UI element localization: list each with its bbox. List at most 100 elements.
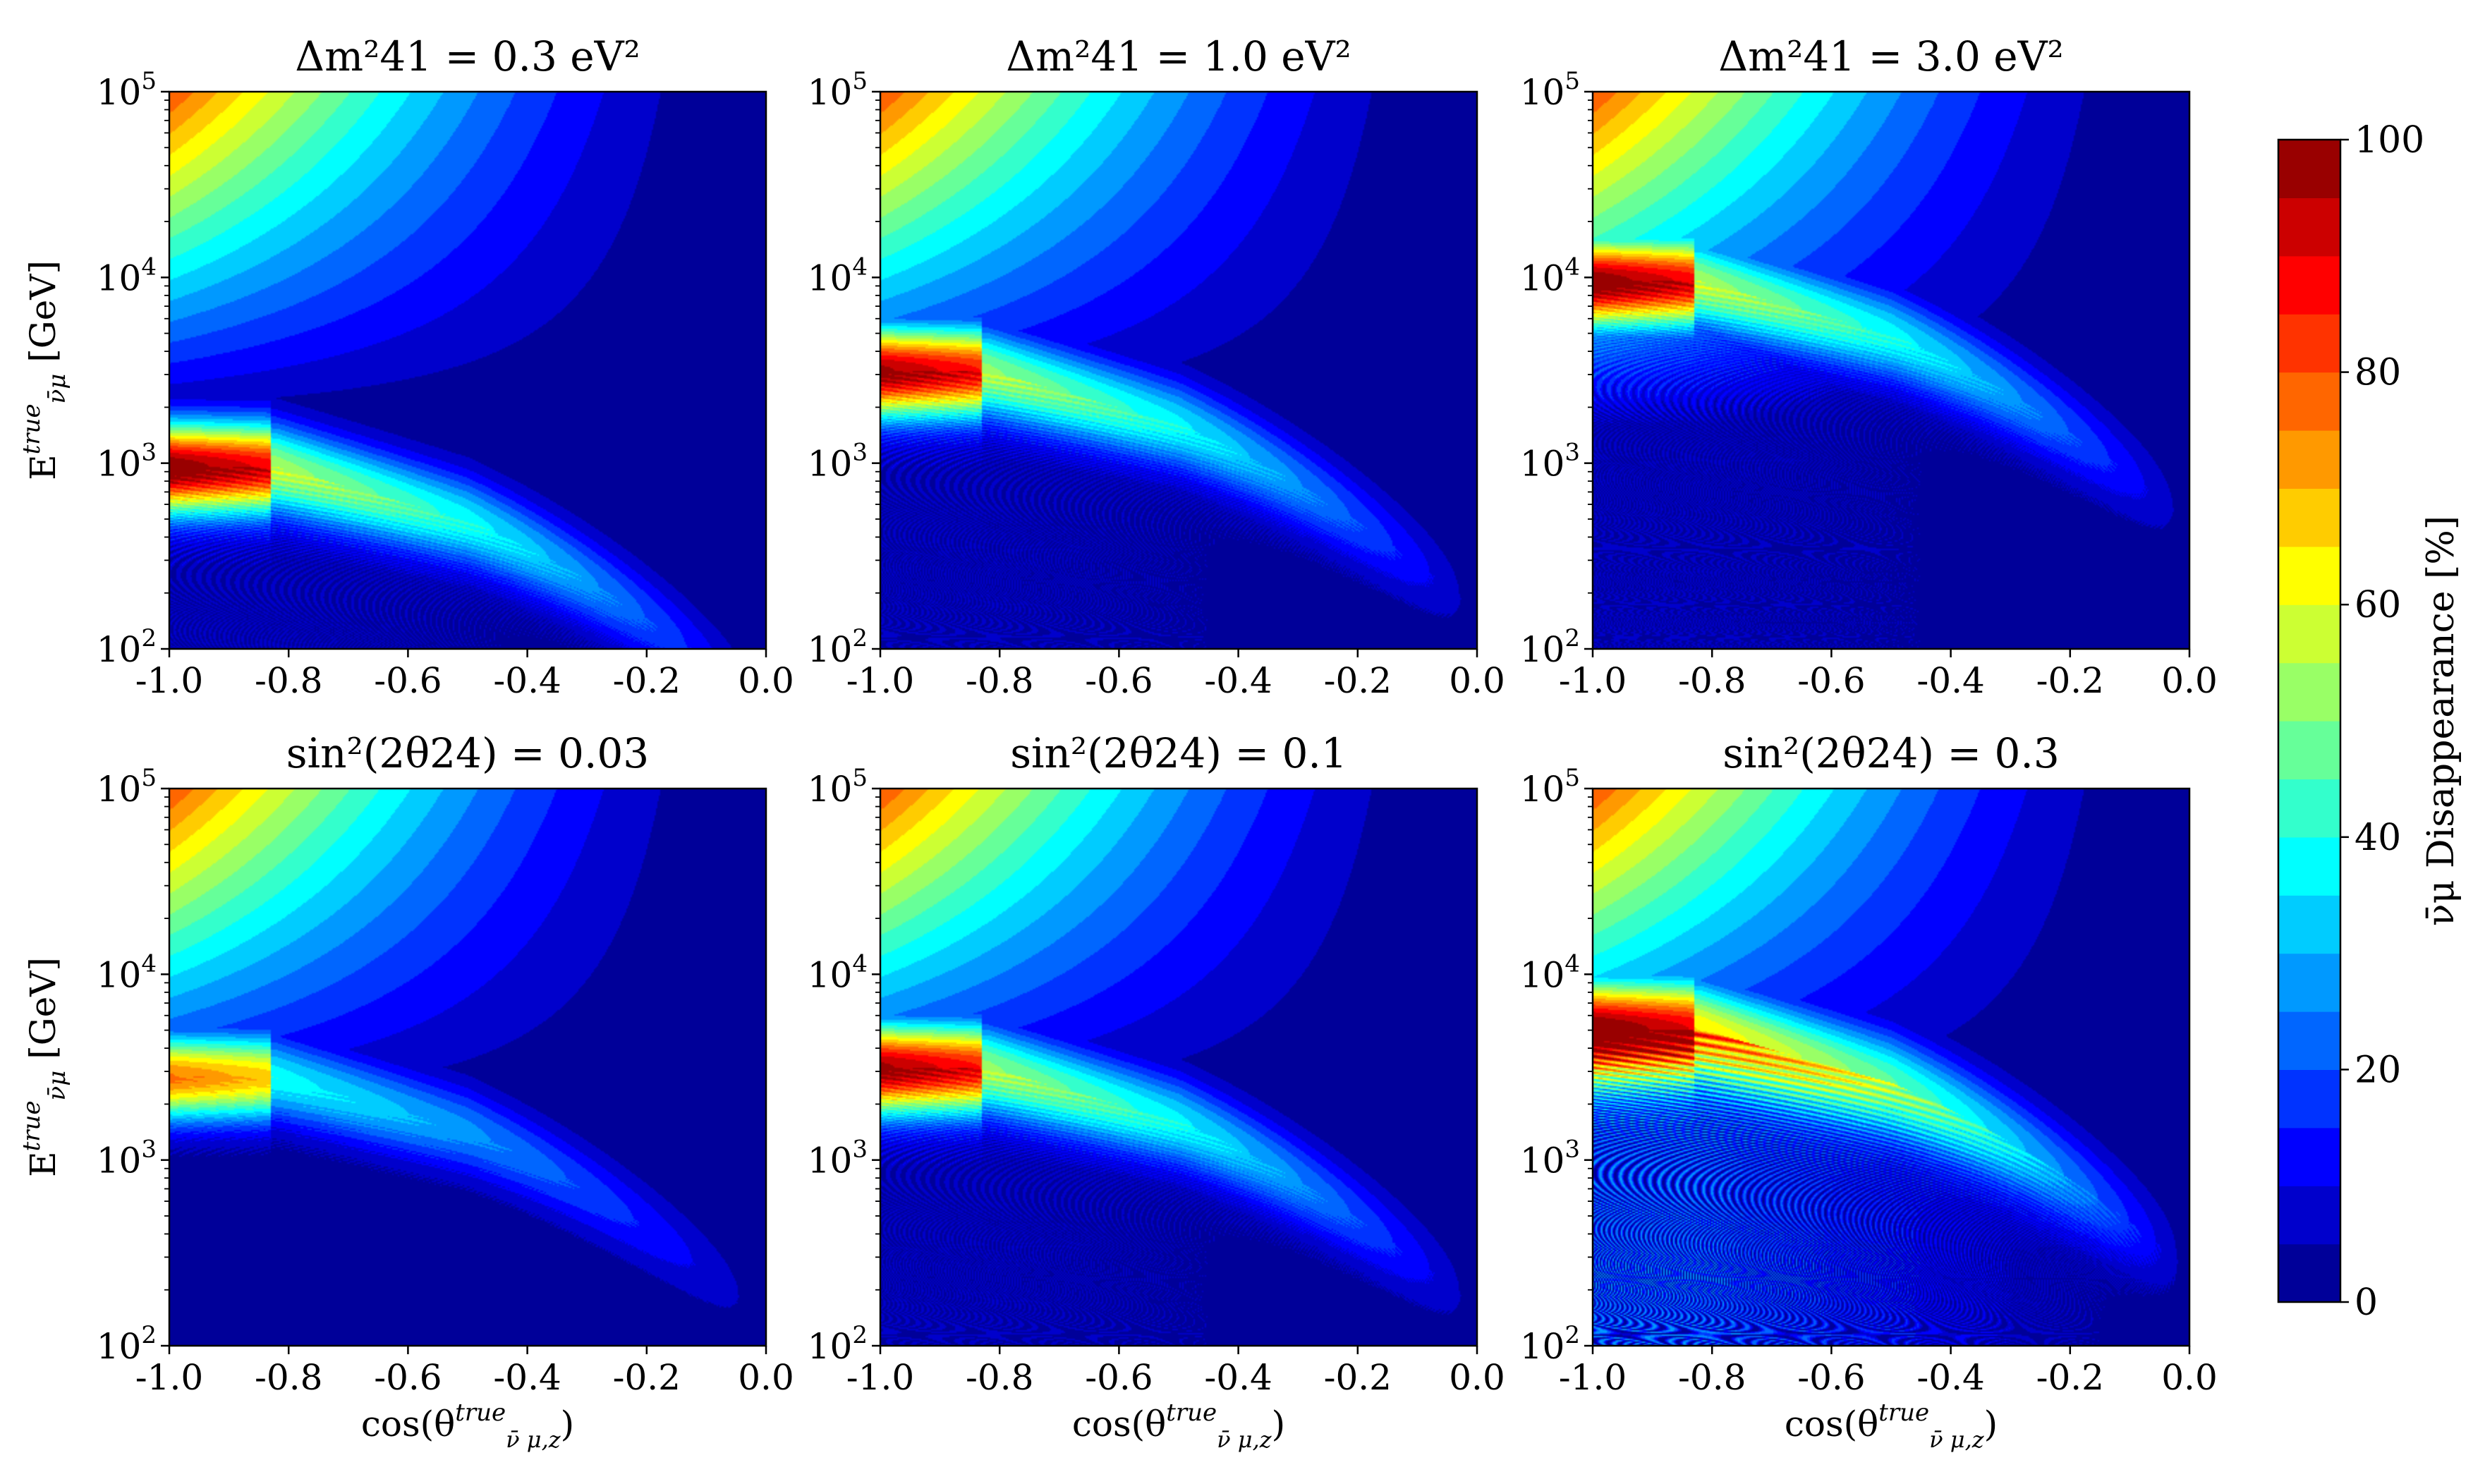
panel-frame-5 bbox=[879, 787, 1478, 1347]
x-tick-label: 0.0 bbox=[2161, 1357, 2218, 1398]
x-tick-label: -0.4 bbox=[493, 660, 561, 701]
x-tick-label: -0.4 bbox=[1916, 1357, 1984, 1398]
x-tick-label: -0.6 bbox=[1085, 660, 1153, 701]
x-tick-label: -0.2 bbox=[1324, 1357, 1392, 1398]
panel-title-6: sin²(2θ24) = 0.3 bbox=[1722, 729, 2060, 777]
x-tick-label: -0.4 bbox=[1204, 660, 1272, 701]
colorbar-segment bbox=[2278, 430, 2340, 489]
y-tick-label: 103 bbox=[1520, 439, 1580, 485]
colorbar-tick-label: 20 bbox=[2354, 1049, 2401, 1091]
colorbar-segment bbox=[2278, 662, 2340, 722]
x-tick-label: -0.2 bbox=[2036, 660, 2104, 701]
x-axis-label: cos(θtrueν̄ μ,z) bbox=[1785, 1399, 1998, 1453]
colorbar-segment bbox=[2278, 372, 2340, 431]
x-tick-label: -0.2 bbox=[613, 1357, 681, 1398]
y-tick-label: 105 bbox=[808, 764, 868, 810]
x-tick-label: -0.4 bbox=[493, 1357, 561, 1398]
x-tick-label: -0.6 bbox=[1797, 1357, 1865, 1398]
panel-title-5: sin²(2θ24) = 0.1 bbox=[1010, 729, 1347, 777]
y-tick-label: 105 bbox=[1520, 764, 1580, 810]
x-tick-label: 0.0 bbox=[2161, 660, 2218, 701]
colorbar-label: ν̄μ Disappearance [%] bbox=[2420, 516, 2462, 926]
panel-6: sin²(2θ24) = 0.3 -1.0 -0.8 -0.6 -0.4 -0.2 0.0 1… bbox=[1520, 729, 2218, 1453]
x-tick-label: -0.6 bbox=[374, 660, 442, 701]
x-tick-label: -0.8 bbox=[1678, 660, 1746, 701]
x-axis-label: cos(θtrueν̄ μ,z) bbox=[361, 1399, 574, 1453]
colorbar-segment bbox=[2278, 895, 2340, 954]
y-tick-label: 103 bbox=[808, 439, 868, 485]
colorbar-tick-label: 0 bbox=[2354, 1282, 2378, 1324]
x-tick-label: 0.0 bbox=[1449, 1357, 1505, 1398]
y-tick-label: 103 bbox=[97, 439, 157, 485]
colorbar-segment bbox=[2278, 1186, 2340, 1245]
colorbar-segment bbox=[2278, 1069, 2340, 1129]
colorbar-segment bbox=[2278, 953, 2340, 1012]
x-tick-label: -0.2 bbox=[1324, 660, 1392, 701]
heatmap-2 bbox=[880, 92, 1477, 649]
panel-title-2: Δm²41 = 1.0 eV² bbox=[1006, 32, 1351, 80]
x-tick-label: -0.8 bbox=[966, 1357, 1033, 1398]
y-tick-label: 105 bbox=[808, 67, 868, 113]
colorbar-frame bbox=[2277, 138, 2342, 1303]
x-tick-label: -0.8 bbox=[255, 660, 322, 701]
heatmap-canvas-2 bbox=[880, 92, 1477, 649]
x-tick-label: -1.0 bbox=[1559, 1357, 1627, 1398]
heatmap-canvas-3 bbox=[1593, 92, 2189, 649]
colorbar-segment bbox=[2278, 721, 2340, 779]
colorbar-segment bbox=[2278, 197, 2340, 257]
y-tick-label: 104 bbox=[97, 253, 157, 298]
colorbar-tick-label: 100 bbox=[2354, 119, 2424, 162]
x-tick-label: -1.0 bbox=[1559, 660, 1627, 701]
colorbar-tick-label: 80 bbox=[2354, 352, 2401, 394]
x-tick-label: -1.0 bbox=[846, 1357, 914, 1398]
y-tick-label: 103 bbox=[97, 1136, 157, 1181]
x-tick-label: 0.0 bbox=[738, 1357, 794, 1398]
x-tick-label: -0.8 bbox=[1678, 1357, 1746, 1398]
panel-4: sin²(2θ24) = 0.03 -1.0 -0.8 -0.6 -0.4 -0.2 0.0… bbox=[18, 729, 794, 1453]
panel-title-3: Δm²41 = 3.0 eV² bbox=[1718, 32, 2064, 80]
y-tick-label: 102 bbox=[97, 624, 157, 670]
heatmap-canvas-6 bbox=[1593, 789, 2189, 1346]
y-tick-label: 105 bbox=[1520, 67, 1580, 113]
x-tick-label: -0.2 bbox=[613, 660, 681, 701]
colorbar-segment bbox=[2278, 1127, 2340, 1186]
colorbar-segment bbox=[2278, 140, 2340, 198]
x-tick-label: 0.0 bbox=[1449, 660, 1505, 701]
x-tick-label: -0.6 bbox=[1797, 660, 1865, 701]
panel-frame-4 bbox=[168, 787, 767, 1347]
colorbar-segment bbox=[2278, 255, 2340, 315]
x-tick-label: -0.6 bbox=[1085, 1357, 1153, 1398]
panel-frame-6 bbox=[1591, 787, 2191, 1347]
x-tick-label: -0.4 bbox=[1204, 1357, 1272, 1398]
panel-frame-3 bbox=[1591, 90, 2191, 650]
panel-title-1: Δm²41 = 0.3 eV² bbox=[295, 32, 640, 80]
x-tick-label: -0.8 bbox=[966, 660, 1033, 701]
y-axis-label: Etrueν̄μ [GeV] bbox=[18, 260, 71, 480]
y-tick-label: 102 bbox=[808, 1321, 868, 1367]
y-tick-label: 102 bbox=[97, 1321, 157, 1367]
y-tick-label: 104 bbox=[1520, 253, 1580, 298]
y-tick-label: 104 bbox=[1520, 949, 1580, 995]
y-tick-label: 104 bbox=[97, 949, 157, 995]
x-tick-label: -1.0 bbox=[846, 660, 914, 701]
panel-3: Δm²41 = 3.0 eV² -1.0 -0.8 -0.6 -0.4 -0.2 0.0 10… bbox=[1520, 32, 2218, 701]
colorbar-tick-label: 60 bbox=[2354, 584, 2401, 626]
x-tick-label: -0.8 bbox=[255, 1357, 322, 1398]
colorbar-segment bbox=[2278, 1011, 2340, 1070]
colorbar-segment bbox=[2278, 314, 2340, 373]
panel-title-4: sin²(2θ24) = 0.03 bbox=[286, 729, 649, 777]
panel-2: Δm²41 = 1.0 eV² -1.0 -0.8 -0.6 -0.4 -0.2 0.0 10… bbox=[808, 32, 1505, 701]
y-axis-label: Etrueν̄μ [GeV] bbox=[18, 957, 71, 1177]
colorbar-segment bbox=[2278, 1243, 2340, 1303]
heatmap-3 bbox=[1593, 92, 2189, 649]
x-tick-label: -1.0 bbox=[135, 660, 203, 701]
panel-frame-1 bbox=[168, 90, 767, 650]
heatmap-canvas-4 bbox=[169, 789, 766, 1346]
y-tick-label: 103 bbox=[808, 1136, 868, 1181]
heatmap-5 bbox=[880, 789, 1477, 1346]
heatmap-canvas-1 bbox=[169, 92, 766, 649]
y-tick-label: 102 bbox=[1520, 624, 1580, 670]
panel-frame-2 bbox=[879, 90, 1478, 650]
